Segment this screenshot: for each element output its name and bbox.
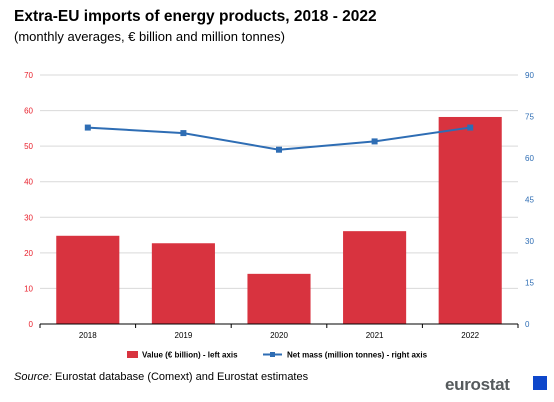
x-axis-tick-label: 2019 [175, 331, 193, 340]
line-marker [467, 124, 474, 131]
eu-flag-icon [533, 376, 547, 390]
left-axis-tick-label: 0 [29, 320, 34, 329]
line-marker [180, 130, 187, 137]
bar [247, 273, 311, 324]
chart-subtitle: (monthly averages, € billion and million… [14, 29, 285, 44]
source-note: Source: Eurostat database (Comext) and E… [14, 371, 308, 383]
logo-text: eurostat [445, 375, 510, 394]
left-axis-tick-label: 20 [24, 249, 33, 258]
bar [343, 231, 407, 324]
left-axis-tick-label: 70 [24, 71, 33, 80]
combo-chart: 0 10 20 30 40 50 60 70 0 15 30 45 60 75 90 2018 2019 2020… [24, 71, 534, 360]
chart-title: Extra-EU imports of energy products, 201… [14, 8, 377, 25]
line-marker [84, 124, 91, 131]
x-axis-tick-label: 2022 [461, 331, 479, 340]
source-label: Source: [14, 371, 52, 383]
left-axis-tick-label: 30 [24, 213, 33, 222]
right-axis-tick-label: 0 [525, 320, 530, 329]
right-axis-tick-label: 45 [525, 196, 534, 205]
left-axis-tick-label: 10 [24, 284, 33, 293]
right-axis-tick-label: 90 [525, 71, 534, 80]
x-axis-tick-label: 2020 [270, 331, 288, 340]
x-axis-tick-label: 2018 [79, 331, 97, 340]
bar [151, 243, 215, 324]
right-axis-tick-label: 30 [525, 237, 534, 246]
bar [56, 235, 120, 324]
right-axis-tick-label: 60 [525, 154, 534, 163]
line-marker [276, 146, 282, 153]
source-text: Eurostat database (Comext) and Eurostat … [54, 371, 309, 383]
left-axis-tick-label: 60 [24, 107, 33, 116]
left-axis-tick-label: 50 [24, 142, 33, 151]
right-axis-tick-label: 75 [525, 113, 534, 122]
eurostat-logo: eurostat [445, 375, 547, 395]
legend-label: Value (€ billion) - left axis [142, 351, 238, 360]
right-axis-tick-label: 15 [525, 279, 534, 288]
left-axis-tick-label: 40 [24, 178, 33, 187]
x-axis-tick-label: 2021 [366, 331, 384, 340]
legend-swatch-marker [270, 352, 275, 357]
legend-label: Net mass (million tonnes) - right axis [287, 351, 428, 360]
line-marker [371, 138, 378, 145]
legend-swatch-bar [127, 351, 138, 358]
bar [438, 116, 502, 324]
